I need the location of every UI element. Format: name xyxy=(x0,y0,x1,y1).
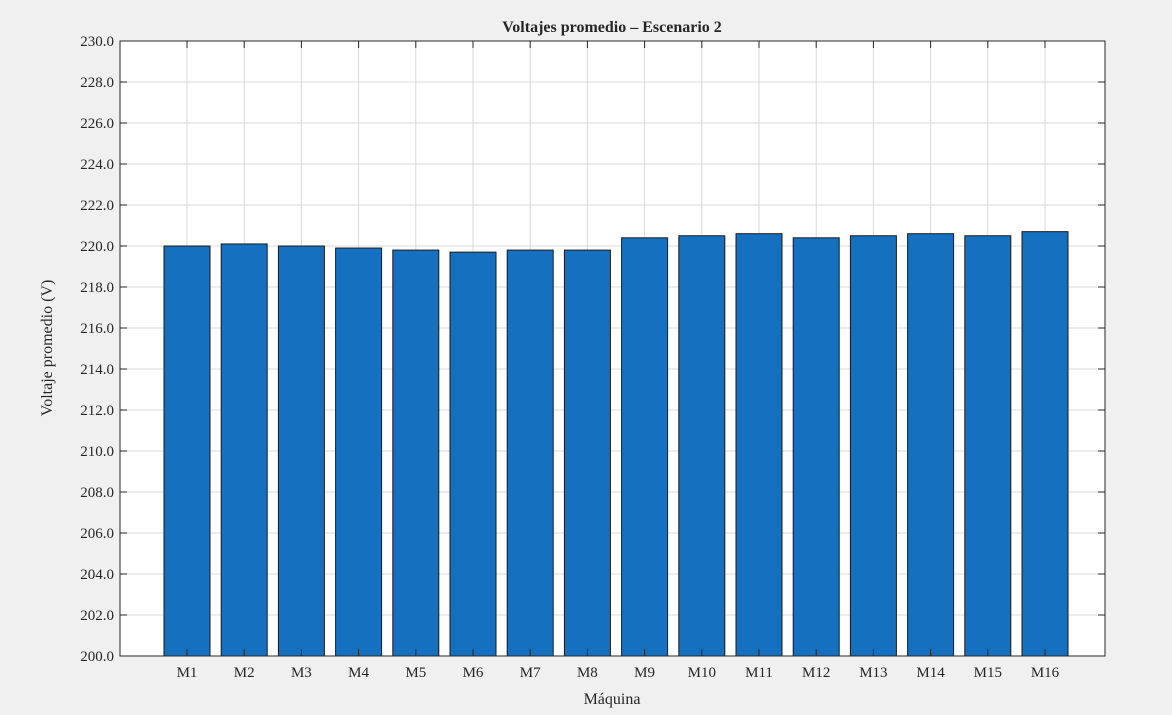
y-tick-label: 216.0 xyxy=(80,321,114,337)
plot-area xyxy=(120,41,1105,656)
x-tick-label: M3 xyxy=(291,665,312,681)
x-tick-label: M5 xyxy=(405,665,426,681)
bar-m15 xyxy=(964,235,1012,657)
x-tick-label: M11 xyxy=(745,665,773,681)
x-tick-label: M8 xyxy=(577,665,598,681)
x-tick-label: M9 xyxy=(634,665,655,681)
bar-m12 xyxy=(792,237,840,657)
bar-m5 xyxy=(392,249,440,657)
y-tick-label: 222.0 xyxy=(80,198,114,214)
y-tick-label: 226.0 xyxy=(80,116,114,132)
y-tick-label: 228.0 xyxy=(80,75,114,91)
plot-frame xyxy=(119,40,1106,657)
bar-m8 xyxy=(563,249,611,657)
bar-m6 xyxy=(449,251,497,657)
y-axis-label: Voltaje promedio (V) xyxy=(39,280,56,417)
x-tick-label: M15 xyxy=(974,665,1002,681)
y-tick-label: 204.0 xyxy=(80,567,114,583)
y-tick-label: 202.0 xyxy=(80,608,114,624)
x-tick-label: M10 xyxy=(688,665,716,681)
y-tick-label: 224.0 xyxy=(80,157,114,173)
axis-ticks: 200.0 202.0 204.0 206.0 208.0 210.0 212.0 214.0… xyxy=(80,34,1105,681)
x-tick-label: M4 xyxy=(348,665,369,681)
bar-m16 xyxy=(1021,231,1069,657)
bar-m10 xyxy=(678,235,726,657)
x-axis-label: Máquina xyxy=(584,691,641,708)
chart-title: Voltajes promedio – Escenario 2 xyxy=(502,19,722,36)
bar-m9 xyxy=(621,237,669,657)
x-tick-label: M12 xyxy=(802,665,830,681)
bar-m13 xyxy=(849,235,897,657)
y-tick-label: 212.0 xyxy=(80,403,114,419)
bar-m3 xyxy=(277,245,325,657)
y-tick-label: 230.0 xyxy=(80,34,114,50)
bar-m2 xyxy=(220,243,268,657)
bar-m11 xyxy=(735,233,783,657)
y-tick-label: 214.0 xyxy=(80,362,114,378)
x-tick-label: M2 xyxy=(234,665,255,681)
x-tick-label: M13 xyxy=(859,665,887,681)
bar-m7 xyxy=(506,249,554,657)
y-tick-label: 210.0 xyxy=(80,444,114,460)
x-tick-label: M7 xyxy=(520,665,541,681)
bar-m14 xyxy=(907,233,955,657)
y-tick-label: 206.0 xyxy=(80,526,114,542)
y-tick-label: 218.0 xyxy=(80,280,114,296)
bar-m1 xyxy=(163,245,211,657)
x-tick-label: M14 xyxy=(916,665,945,681)
y-tick-label: 208.0 xyxy=(80,485,114,501)
x-tick-label: M16 xyxy=(1031,665,1060,681)
bars xyxy=(163,231,1069,657)
bar-m4 xyxy=(335,247,383,657)
y-tick-label: 200.0 xyxy=(80,649,114,665)
x-tick-label: M6 xyxy=(463,665,484,681)
y-tick-label: 220.0 xyxy=(80,239,114,255)
x-tick-label: M1 xyxy=(177,665,198,681)
